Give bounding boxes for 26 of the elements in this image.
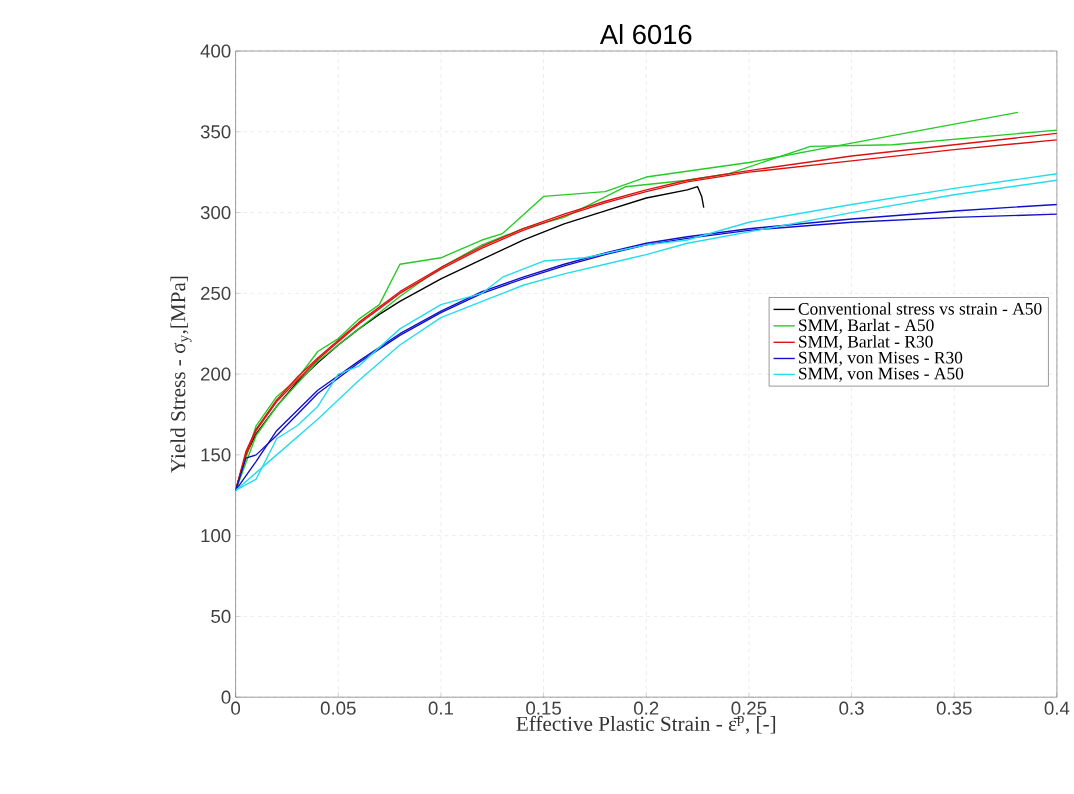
legend-label: SMM, von Mises - R30 bbox=[799, 351, 963, 366]
y-tick-label: 400 bbox=[200, 44, 231, 58]
x-tick-label: 0.2 bbox=[634, 701, 659, 715]
y-axis-title: Yield Stress - σ$_{y}$,[MPa] bbox=[170, 276, 192, 473]
y-tick-label: 100 bbox=[201, 528, 231, 543]
x-tick-label: 0.05 bbox=[320, 701, 356, 715]
chart-title: Al 6016 bbox=[599, 24, 692, 45]
y-tick-label: 300 bbox=[200, 205, 231, 220]
legend-label: SMM, von Mises - A50 bbox=[799, 367, 964, 382]
y-tick-label: 250 bbox=[201, 286, 231, 300]
y-tick-label: 150 bbox=[201, 448, 231, 462]
x-axis-title: Effective Plastic Strain - ε̄$^{p}$, [-] bbox=[516, 715, 776, 734]
y-tick-label: 0 bbox=[221, 690, 231, 704]
legend-label: SMM, Barlat - A50 bbox=[799, 318, 934, 334]
x-tick-label: 0.4 bbox=[1044, 701, 1070, 715]
x-tick-label: 0 bbox=[231, 701, 241, 715]
y-tick-label: 50 bbox=[211, 609, 231, 623]
x-tick-label: 0.25 bbox=[731, 701, 767, 715]
legend-label: SMM, Barlat - R30 bbox=[799, 335, 933, 351]
x-tick-label: 0.1 bbox=[428, 701, 453, 715]
y-tick-label: 350 bbox=[200, 125, 231, 139]
legend-label: Conventional stress vs strain - A50 bbox=[798, 302, 1042, 315]
x-tick-label: 0.15 bbox=[526, 701, 561, 715]
x-tick-label: 0.35 bbox=[936, 701, 972, 715]
y-tick-label: 200 bbox=[201, 367, 231, 381]
x-tick-label: 0.3 bbox=[839, 701, 864, 715]
